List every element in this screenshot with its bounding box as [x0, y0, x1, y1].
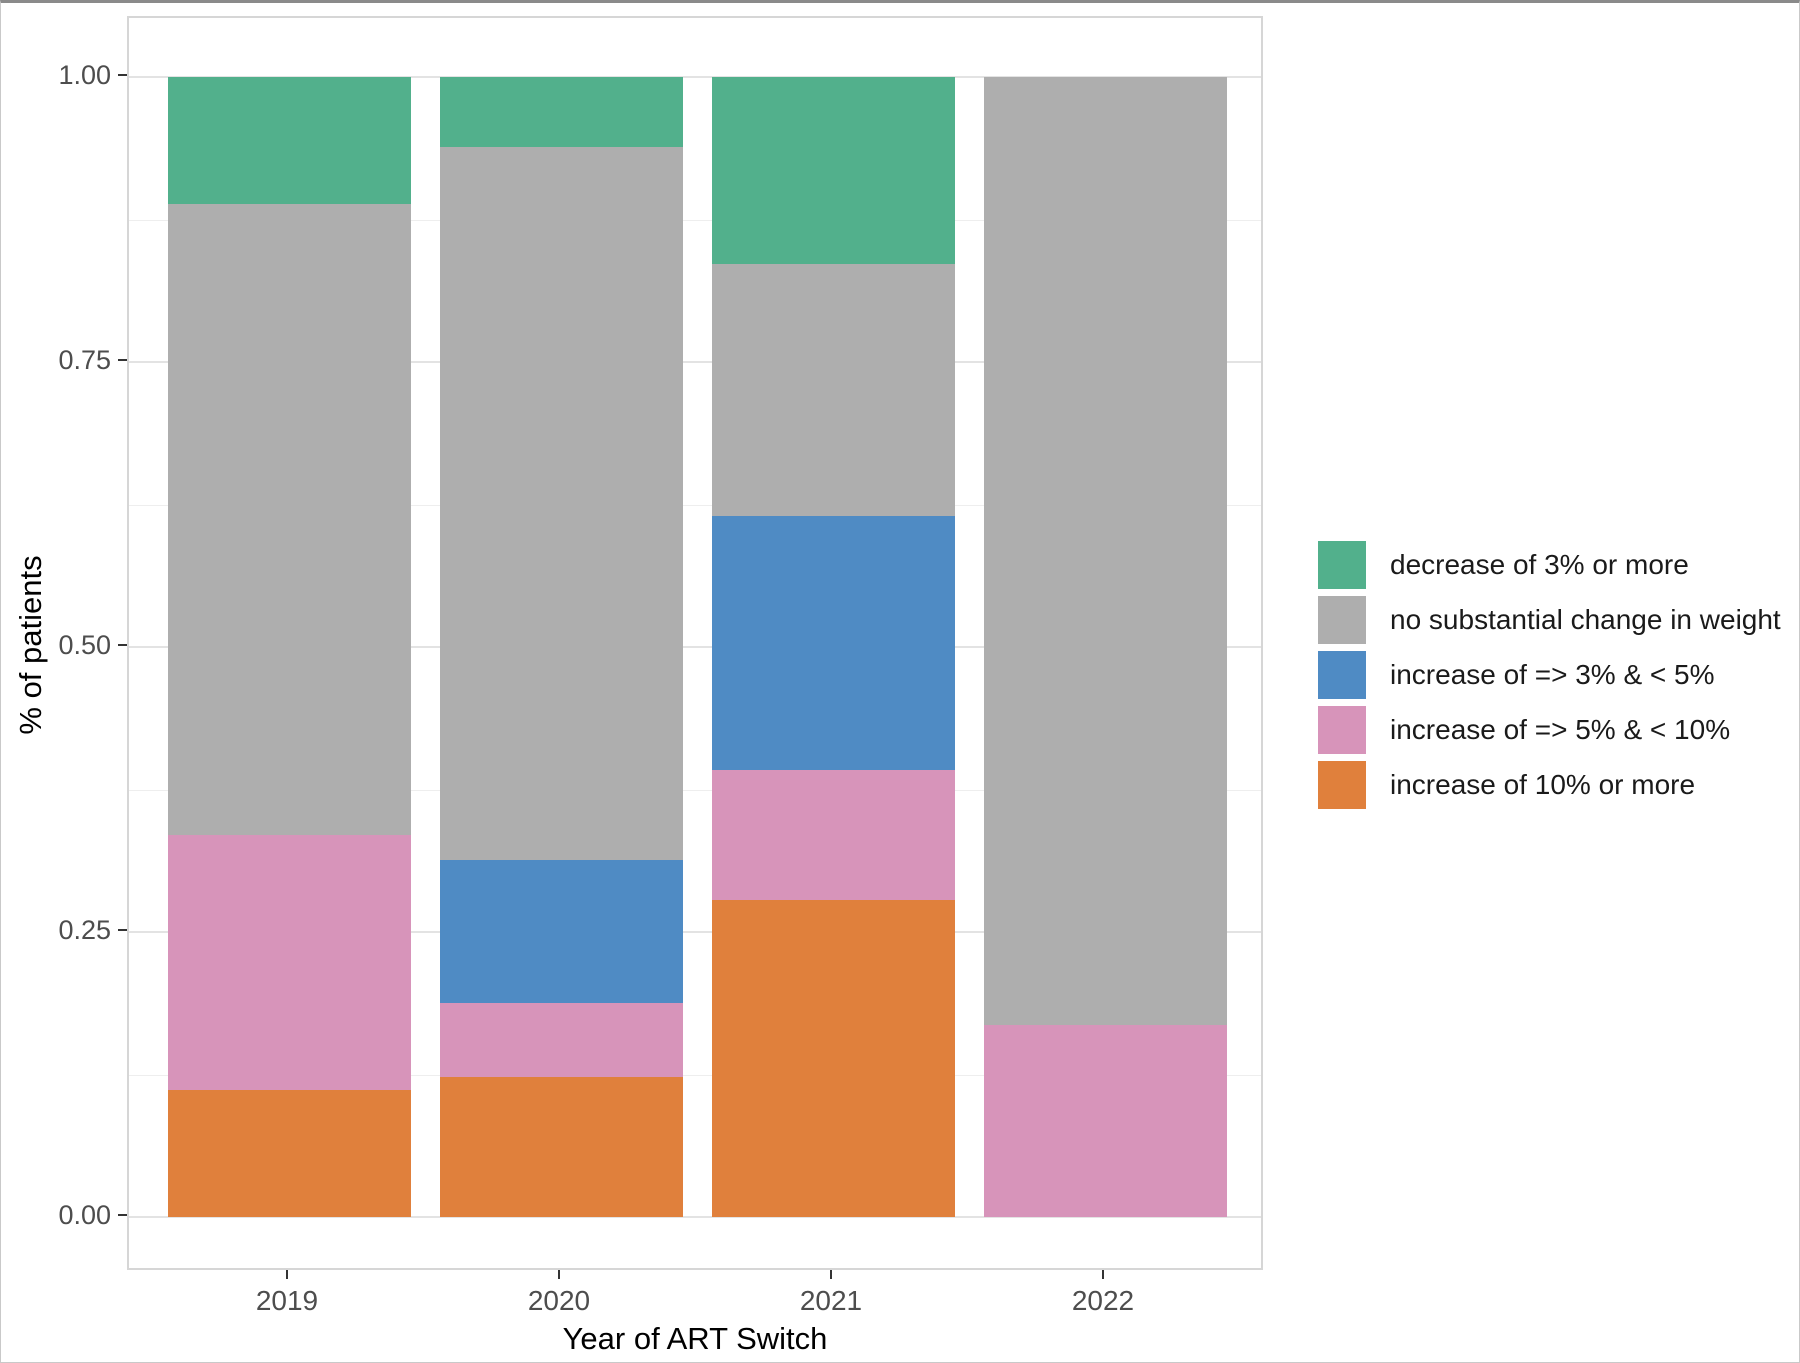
bar-segment-2020-increase-of-5-10	[439, 1002, 683, 1077]
minor-gridline	[129, 504, 1261, 506]
bar-segment-2021-increase-of-5-10	[711, 770, 955, 901]
y-tick-mark	[118, 74, 127, 76]
y-tick-mark	[118, 929, 127, 931]
legend-swatch-increase-of-3-5	[1318, 651, 1366, 699]
y-tick-label: 0.25	[58, 915, 111, 945]
legend-label: increase of => 5% & < 10%	[1390, 714, 1731, 745]
x-tick-label: 2022	[1071, 1285, 1135, 1316]
legend: decrease of 3% or more no substantial cha…	[1318, 541, 1781, 816]
bar-segment-2019-increase-of-5-10	[167, 835, 411, 1091]
major-gridline	[129, 1216, 1261, 1218]
x-tick-label: 2021	[799, 1285, 863, 1316]
bar-segment-2020-decrease-of-3-or-more	[439, 77, 683, 147]
plot-panel	[127, 16, 1263, 1270]
minor-gridline	[129, 1074, 1261, 1076]
legend-item-no-substantial-change-in-weight: no substantial change in weight	[1318, 596, 1781, 644]
major-gridline	[129, 646, 1261, 648]
legend-label: increase of 10% or more	[1390, 769, 1696, 800]
y-tick-mark	[118, 359, 127, 361]
bar-segment-2021-no-substantial-change-in-weight	[711, 263, 955, 516]
major-gridline	[129, 361, 1261, 363]
legend-label: decrease of 3% or more	[1390, 549, 1689, 580]
minor-gridline	[129, 219, 1261, 221]
y-tick-mark	[118, 644, 127, 646]
bar-segment-2020-no-substantial-change-in-weight	[439, 146, 683, 861]
legend-swatch-increase-of-10-or-more	[1318, 761, 1366, 809]
legend-item-increase-of-5-10: increase of => 5% & < 10%	[1318, 706, 1781, 754]
y-tick-mark	[118, 1214, 127, 1216]
x-axis-title: Year of ART Switch	[562, 1321, 828, 1356]
legend-swatch-no-substantial-change-in-weight	[1318, 596, 1366, 644]
y-tick-label: 0.75	[58, 345, 111, 375]
bar-segment-2021-increase-of-10-or-more	[711, 900, 955, 1217]
bar-segment-2020-increase-of-3-5	[439, 860, 683, 1003]
bar-segment-2022-no-substantial-change-in-weight	[983, 77, 1227, 1026]
minor-gridline	[129, 789, 1261, 791]
bar-segment-2020-increase-of-10-or-more	[439, 1076, 683, 1217]
bar-segment-2019-increase-of-10-or-more	[167, 1090, 411, 1217]
y-tick-label: 0.50	[58, 630, 111, 660]
x-tick-label: 2019	[255, 1285, 319, 1316]
legend-item-increase-of-3-5: increase of => 3% & < 5%	[1318, 651, 1781, 699]
x-tick-label: 2020	[527, 1285, 591, 1316]
legend-label: increase of => 3% & < 5%	[1390, 659, 1715, 690]
y-tick-label: 1.00	[58, 60, 111, 90]
x-tick-mark	[830, 1270, 832, 1279]
x-tick-mark	[558, 1270, 560, 1279]
y-axis-title: % of patients	[13, 555, 48, 735]
x-tick-mark	[1102, 1270, 1104, 1279]
bar-segment-2019-no-substantial-change-in-weight	[167, 203, 411, 836]
x-tick-mark	[286, 1270, 288, 1279]
y-tick-label: 0.00	[58, 1200, 111, 1230]
bar-segment-2019-decrease-of-3-or-more	[167, 77, 411, 204]
legend-swatch-increase-of-5-10	[1318, 706, 1366, 754]
major-gridline	[129, 76, 1261, 78]
bar-segment-2021-decrease-of-3-or-more	[711, 77, 955, 264]
legend-swatch-decrease-of-3-or-more	[1318, 541, 1366, 589]
legend-label: no substantial change in weight	[1390, 604, 1781, 635]
bar-segment-2022-increase-of-5-10	[983, 1025, 1227, 1217]
legend-item-increase-of-10-or-more: increase of 10% or more	[1318, 761, 1781, 809]
legend-item-decrease-of-3-or-more: decrease of 3% or more	[1318, 541, 1781, 589]
bar-segment-2021-increase-of-3-5	[711, 515, 955, 771]
major-gridline	[129, 931, 1261, 933]
